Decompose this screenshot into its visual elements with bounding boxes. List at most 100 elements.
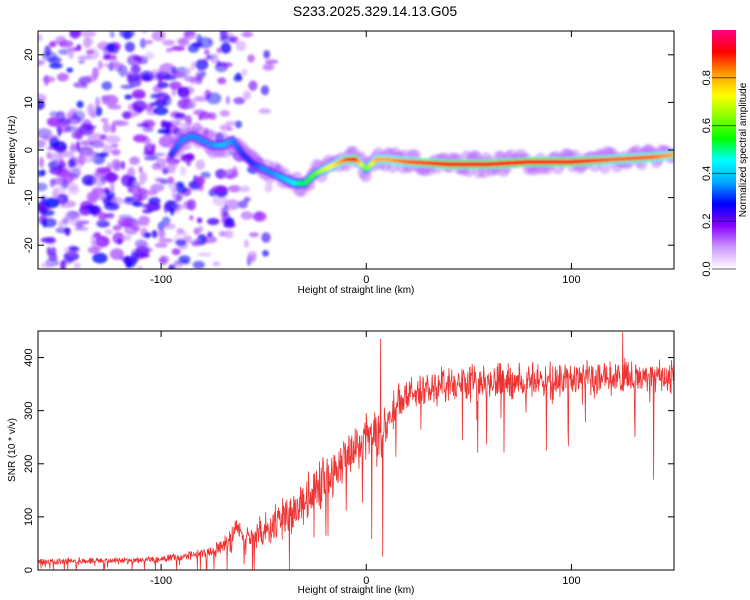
noise-blob [261,232,271,243]
noise-blob [130,72,143,83]
spectrogram-y-label: Frequency (Hz) [7,116,18,185]
noise-blob [104,229,113,235]
noise-blob [195,176,206,186]
noise-blob [136,240,149,252]
y-tick-label: 200 [23,455,35,473]
noise-blob [86,103,95,116]
noise-blob [98,211,107,221]
noise-blob [234,120,243,129]
noise-blob [154,71,171,81]
noise-blob [212,261,221,266]
noise-blob [247,54,255,63]
noise-blob [73,82,87,88]
noise-blob [38,99,45,110]
noise-blob [186,199,197,211]
y-tick-label: 0 [23,567,35,573]
noise-blob [171,248,181,256]
noise-blob [104,213,115,218]
noise-blob [185,115,193,126]
noise-blob [85,49,95,55]
noise-blob [224,229,234,239]
colorbar-bar [712,30,736,269]
noise-blob [69,246,80,252]
noise-blob [153,106,169,116]
noise-blob [216,47,222,54]
snr-axes: -100 0 100 0 100 200 300 400 [23,330,675,587]
noise-blob [264,183,273,193]
noise-blob [219,35,235,43]
noise-blob [201,235,218,244]
noise-blob [120,84,135,89]
noise-blob [158,229,166,239]
noise-blob [60,144,68,150]
noise-blob [135,253,150,258]
noise-blob [165,47,173,53]
noise-blob [75,128,84,141]
noise-blob [98,152,109,158]
noise-blob [159,255,170,264]
x-tick-label: -100 [150,274,172,286]
noise-blob [175,192,184,202]
noise-blob [207,218,220,226]
noise-blob [264,59,279,64]
noise-blob [40,209,55,217]
noise-blob [198,225,204,233]
noise-blob [225,95,231,105]
y-tick-label: 400 [23,348,35,366]
noise-blob [121,111,137,119]
noise-blob [46,236,57,245]
noise-blob [42,217,47,228]
noise-blob [262,250,269,257]
noise-blob [143,232,152,239]
noise-blob [206,92,222,105]
noise-blob [171,187,177,199]
noise-blob [212,195,228,207]
noise-blob [177,231,188,236]
noise-blob [132,181,144,187]
noise-blob [224,199,240,211]
noise-blob [200,171,211,179]
noise-blob [210,53,219,64]
x-tick-label: 0 [363,274,369,286]
noise-blob [73,262,81,269]
noise-blob [124,196,134,202]
colorbar-tick-label: 0.2 [701,214,713,229]
y-tick-label: 0 [23,147,35,153]
noise-blob [92,252,108,264]
noise-blob [58,150,74,158]
noise-blob [227,126,234,131]
noise-blob [161,216,171,226]
snr-series-line [38,332,674,570]
noise-blob [65,125,79,133]
noise-blob [149,102,156,107]
noise-blob [66,67,74,73]
noise-blob [159,67,173,72]
noise-blob [93,177,107,187]
snr-panel: -100 0 100 0 100 200 300 400 Height of straight… [7,330,675,596]
noise-blob [72,110,86,122]
noise-blob [132,188,138,193]
noise-blob [100,118,109,123]
noise-blob [225,120,237,126]
colorbar-tick-label: 0.0 [701,261,713,276]
noise-blob [252,211,267,222]
colorbar-tick-label: 0.6 [701,118,713,133]
noise-blob [70,168,82,178]
noise-blob [193,96,210,102]
noise-blob [84,37,95,45]
noise-blob [132,89,146,99]
noise-blob [189,215,194,221]
noise-blob [133,55,141,61]
colorbar: 0.0 0.2 0.4 0.6 0.8 Normalized spectral ampl… [701,30,749,277]
noise-blob [240,32,254,37]
noise-blob [262,63,275,71]
noise-blob [130,251,139,264]
noise-blob [48,253,58,261]
noise-blob [242,90,252,100]
noise-blob [219,110,230,117]
noise-blob [124,41,135,53]
noise-blob [150,93,158,99]
noise-blob [93,232,101,239]
noise-blob [51,177,68,186]
